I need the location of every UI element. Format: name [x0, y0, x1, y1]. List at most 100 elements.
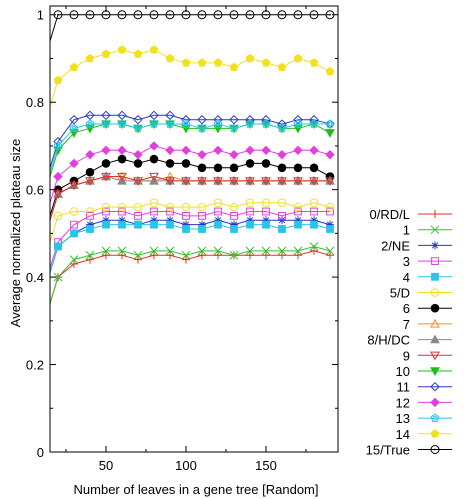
- legend-label: 5/D: [390, 286, 410, 301]
- data-point: [245, 177, 255, 186]
- data-point: [230, 225, 238, 233]
- data-point: [166, 251, 174, 260]
- data-point: [277, 246, 287, 256]
- data-point: [133, 123, 143, 133]
- data-point: [310, 207, 318, 216]
- data-point: [213, 10, 223, 20]
- data-point: [309, 198, 319, 208]
- data-point: [181, 58, 191, 67]
- series-12: [49, 141, 335, 203]
- data-point: [69, 181, 79, 191]
- data-point: [293, 202, 303, 212]
- data-point: [101, 110, 111, 121]
- data-point: [277, 198, 287, 208]
- legend-label: 10: [396, 364, 410, 379]
- data-point: [325, 66, 335, 76]
- data-point: [325, 129, 335, 138]
- data-point: [181, 119, 191, 128]
- data-point: [69, 10, 79, 20]
- data-point: [85, 177, 95, 186]
- data-point: [326, 251, 334, 260]
- data-point-inner: [279, 126, 285, 131]
- data-point: [149, 198, 159, 208]
- data-point: [181, 159, 191, 168]
- data-point: [431, 257, 439, 266]
- series-13: [49, 119, 335, 173]
- data-point-inner: [151, 121, 157, 127]
- data-point: [85, 167, 95, 177]
- data-point: [197, 177, 207, 186]
- data-point: [293, 177, 303, 186]
- data-point: [261, 119, 271, 128]
- data-point: [133, 159, 143, 168]
- legend-label: 12: [396, 395, 410, 410]
- data-point: [102, 216, 110, 225]
- data-point: [53, 211, 63, 221]
- data-point: [261, 177, 271, 186]
- data-point: [277, 177, 287, 186]
- data-point-inner: [183, 121, 189, 127]
- data-point: [198, 220, 206, 229]
- data-point: [309, 145, 319, 156]
- data-point: [277, 163, 287, 173]
- data-point: [118, 220, 126, 229]
- data-point: [309, 119, 319, 128]
- data-point: [431, 210, 439, 218]
- data-point: [149, 10, 159, 20]
- data-point: [70, 259, 78, 268]
- data-point: [293, 246, 303, 256]
- data-point-inner: [199, 126, 205, 131]
- data-point: [245, 119, 255, 128]
- data-point: [277, 10, 287, 20]
- data-point: [85, 250, 95, 260]
- data-point: [229, 10, 239, 20]
- y-axis-label: Average normalized plateau size: [8, 139, 23, 327]
- data-point: [165, 145, 175, 156]
- data-point-inner: [432, 415, 438, 421]
- data-point: [262, 216, 270, 225]
- data-point: [214, 216, 222, 225]
- data-point: [117, 202, 127, 212]
- data-point: [197, 58, 207, 67]
- data-point: [101, 246, 111, 256]
- data-point-inner: [103, 121, 109, 127]
- data-point: [213, 246, 223, 256]
- data-point: [198, 225, 206, 233]
- data-point: [85, 119, 95, 128]
- data-point: [261, 145, 271, 156]
- data-point: [310, 220, 318, 229]
- data-point: [69, 158, 79, 169]
- data-point-dot: [89, 13, 91, 16]
- data-point: [118, 207, 126, 216]
- y-tick-label: 0: [37, 445, 44, 460]
- data-point: [181, 177, 191, 186]
- data-point: [430, 367, 440, 377]
- data-point: [117, 119, 127, 128]
- data-point: [166, 216, 174, 225]
- data-point-dot: [265, 13, 267, 16]
- data-point: [229, 250, 239, 260]
- data-point-inner: [119, 121, 125, 127]
- data-point: [261, 246, 271, 256]
- data-point: [278, 211, 286, 220]
- data-point: [293, 119, 303, 128]
- data-point: [326, 207, 334, 216]
- series-4: [49, 220, 334, 273]
- data-point-dot: [185, 13, 187, 16]
- data-point-inner: [87, 121, 93, 127]
- data-point: [294, 251, 302, 260]
- data-point: [294, 216, 302, 225]
- data-point-dot: [434, 448, 436, 451]
- data-point: [102, 207, 110, 216]
- data-point: [430, 413, 440, 422]
- data-point: [165, 177, 175, 186]
- data-point: [149, 141, 159, 151]
- data-point: [182, 211, 190, 220]
- data-point: [150, 216, 158, 225]
- data-point: [86, 225, 94, 233]
- data-point: [85, 110, 95, 121]
- plot-frame: [49, 5, 339, 453]
- legend-label: 8/H/DC: [367, 333, 410, 348]
- data-point: [85, 149, 95, 160]
- data-point: [229, 202, 239, 212]
